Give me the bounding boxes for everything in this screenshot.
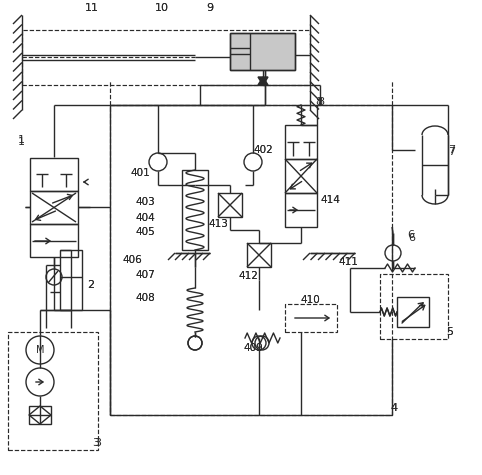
Bar — [285, 125, 317, 159]
Text: 404: 404 — [135, 213, 155, 223]
Bar — [397, 297, 429, 327]
Text: 4: 4 — [390, 403, 397, 413]
Text: 10: 10 — [155, 3, 169, 13]
Text: 409: 409 — [243, 343, 263, 353]
Text: 403: 403 — [135, 197, 155, 207]
Text: 9: 9 — [206, 3, 213, 13]
Text: 405: 405 — [135, 227, 155, 237]
Bar — [285, 193, 317, 227]
Bar — [30, 191, 78, 224]
Text: 405: 405 — [135, 227, 155, 237]
Bar — [8, 332, 98, 450]
Text: 414: 414 — [320, 195, 340, 205]
Text: 5: 5 — [446, 327, 453, 337]
Text: 1: 1 — [18, 137, 25, 147]
Text: 3: 3 — [92, 438, 99, 448]
Bar — [30, 158, 78, 191]
Text: 412: 412 — [238, 271, 258, 281]
Bar — [285, 159, 317, 193]
Text: 413: 413 — [208, 219, 228, 229]
Bar — [60, 250, 82, 310]
Text: 2: 2 — [87, 280, 94, 290]
Text: 7: 7 — [448, 147, 455, 157]
Text: M: M — [36, 345, 44, 355]
Text: 8: 8 — [315, 97, 322, 107]
Text: 410: 410 — [300, 295, 320, 305]
Text: 8: 8 — [317, 97, 324, 107]
Text: 406: 406 — [122, 255, 142, 265]
Text: 6: 6 — [407, 230, 414, 240]
Text: 404: 404 — [135, 213, 155, 223]
Text: 10: 10 — [155, 3, 169, 13]
Text: 403: 403 — [135, 197, 155, 207]
Text: 11: 11 — [85, 3, 99, 13]
Text: 406: 406 — [122, 255, 142, 265]
Text: 411: 411 — [338, 257, 358, 267]
Bar — [182, 170, 208, 250]
Text: 6: 6 — [408, 233, 415, 243]
Text: 409: 409 — [243, 343, 263, 353]
Text: 407: 407 — [135, 270, 155, 280]
Text: 408: 408 — [135, 293, 155, 303]
Text: 2: 2 — [87, 280, 94, 290]
Bar — [30, 224, 78, 257]
Text: 402: 402 — [253, 145, 273, 155]
Bar — [29, 406, 51, 424]
Text: 401: 401 — [130, 168, 150, 178]
Text: 412: 412 — [238, 271, 258, 281]
Bar — [230, 33, 295, 70]
Text: 5: 5 — [446, 327, 453, 337]
Text: 3: 3 — [94, 438, 101, 448]
Bar — [218, 193, 242, 217]
Text: 401: 401 — [130, 168, 150, 178]
Text: 407: 407 — [135, 270, 155, 280]
Text: 9: 9 — [206, 3, 213, 13]
Polygon shape — [258, 77, 268, 85]
Text: 408: 408 — [135, 293, 155, 303]
Text: 4: 4 — [390, 403, 397, 413]
Text: 411: 411 — [338, 257, 358, 267]
Text: 1: 1 — [18, 135, 25, 145]
Bar — [22, 30, 310, 85]
Text: 414: 414 — [320, 195, 340, 205]
Bar — [380, 274, 448, 339]
Polygon shape — [258, 77, 268, 85]
Text: 413: 413 — [208, 219, 228, 229]
Text: 410: 410 — [300, 295, 320, 305]
Text: 402: 402 — [253, 145, 273, 155]
Bar — [110, 105, 392, 415]
Text: 7: 7 — [448, 145, 455, 155]
Bar — [247, 243, 271, 267]
Text: 11: 11 — [85, 3, 99, 13]
Bar — [285, 304, 337, 332]
